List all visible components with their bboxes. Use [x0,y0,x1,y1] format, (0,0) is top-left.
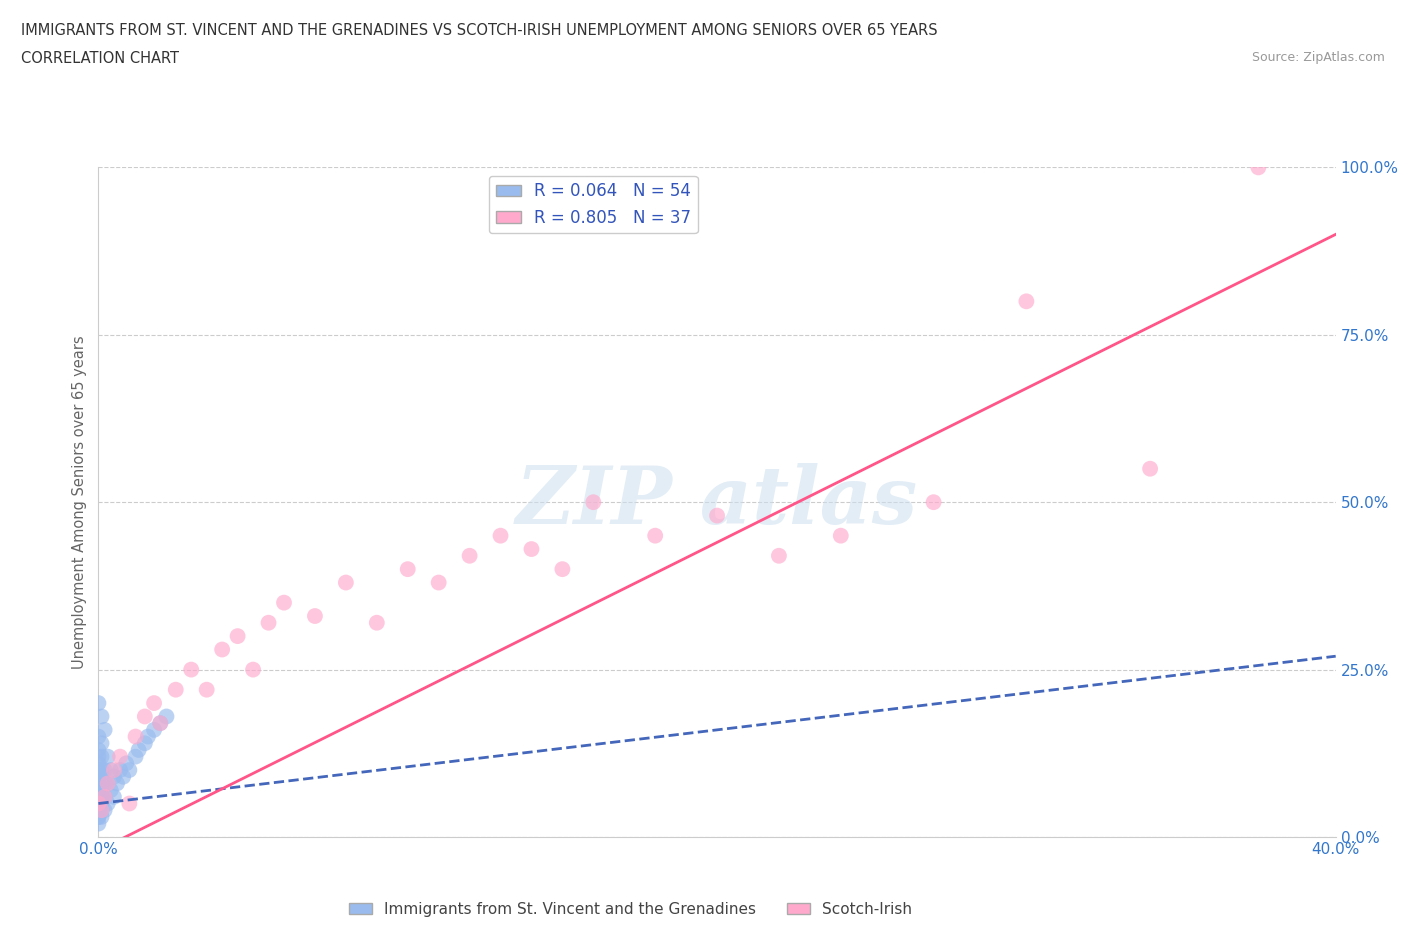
Point [93,723,115,737]
Point [100,783,122,798]
Point [458,549,481,564]
Point [87,750,110,764]
Point [90,803,112,817]
Point [93,790,115,804]
Point [143,696,166,711]
Point [100,763,122,777]
Point [143,723,166,737]
Point [706,508,728,523]
Point [211,642,233,657]
Point [90,790,112,804]
Text: IMMIGRANTS FROM ST. VINCENT AND THE GRENADINES VS SCOTCH-IRISH UNEMPLOYMENT AMON: IMMIGRANTS FROM ST. VINCENT AND THE GREN… [21,23,938,38]
Point [273,595,295,610]
Point [489,528,512,543]
Point [87,769,110,784]
Point [1015,294,1038,309]
Point [396,562,419,577]
Point [644,528,666,543]
Point [87,817,110,831]
Point [87,783,110,798]
Point [134,709,156,724]
Point [93,763,115,777]
Point [90,803,112,817]
Point [90,776,112,790]
Point [93,790,115,804]
Point [124,750,146,764]
Point [165,683,187,698]
Point [87,696,110,711]
Point [87,729,110,744]
Point [93,803,115,817]
Point [108,750,131,764]
Point [108,763,131,777]
Text: CORRELATION CHART: CORRELATION CHART [21,51,179,66]
Point [520,541,543,556]
Point [90,750,112,764]
Point [149,716,172,731]
Point [90,763,112,777]
Point [149,716,172,731]
Point [87,776,110,790]
Point [87,790,110,804]
Point [103,769,125,784]
Point [87,783,110,798]
Point [830,528,852,543]
Point [87,809,110,824]
Text: ZIP atlas: ZIP atlas [516,463,918,541]
Point [87,803,110,817]
Text: Source: ZipAtlas.com: Source: ZipAtlas.com [1251,51,1385,64]
Point [87,809,110,824]
Point [155,709,177,724]
Point [87,763,110,777]
Point [90,809,112,824]
Point [105,776,128,790]
Point [97,750,120,764]
Point [103,790,125,804]
Point [87,776,110,790]
Point [87,796,110,811]
Point [90,736,112,751]
Point [118,763,141,777]
Point [226,629,249,644]
Point [427,575,450,590]
Point [128,742,150,757]
Point [366,616,388,631]
Point [134,736,156,751]
Point [335,575,357,590]
Point [136,729,159,744]
Point [922,495,945,510]
Point [180,662,202,677]
Point [90,783,112,798]
Point [124,729,146,744]
Point [257,616,280,631]
Point [87,790,110,804]
Point [87,796,110,811]
Point [582,495,605,510]
Point [97,776,120,790]
Point [103,763,125,777]
Point [93,776,115,790]
Point [1139,461,1161,476]
Point [551,562,574,577]
Point [87,742,110,757]
Point [112,769,135,784]
Y-axis label: Unemployment Among Seniors over 65 years: Unemployment Among Seniors over 65 years [72,336,87,669]
Point [87,756,110,771]
Point [1247,160,1270,175]
Point [115,756,138,771]
Point [118,796,141,811]
Point [87,796,110,811]
Point [90,796,112,811]
Legend: Immigrants from St. Vincent and the Grenadines, Scotch-Irish: Immigrants from St. Vincent and the Gren… [343,896,918,923]
Point [768,549,790,564]
Point [97,776,120,790]
Point [90,709,112,724]
Point [87,803,110,817]
Point [304,608,326,623]
Point [195,683,218,698]
Point [97,796,120,811]
Point [242,662,264,677]
